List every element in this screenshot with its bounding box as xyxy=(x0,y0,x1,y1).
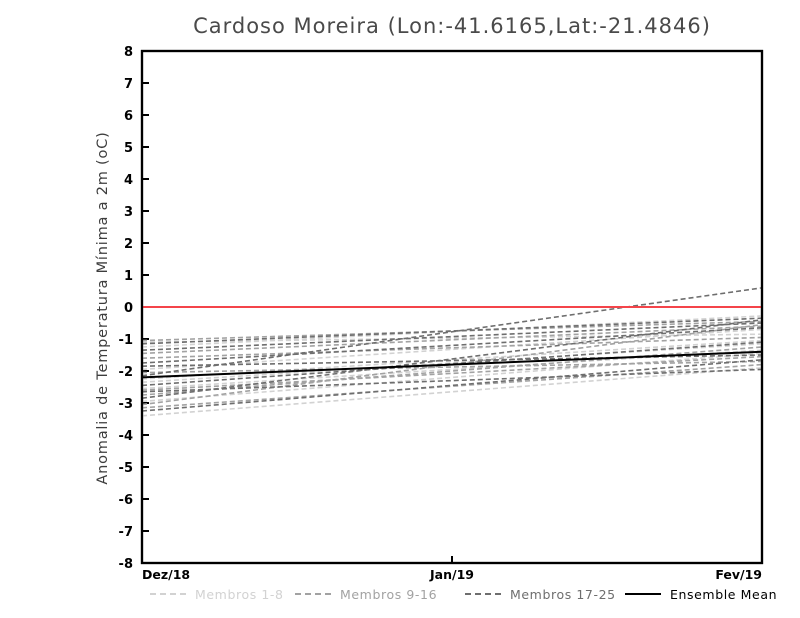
ensemble-member-line xyxy=(142,320,762,342)
y-tick-label: -1 xyxy=(119,333,133,348)
legend-item: Membros 17-25 xyxy=(465,585,616,603)
y-tick-label: -7 xyxy=(119,525,133,540)
legend-label: Ensemble Mean xyxy=(670,586,778,602)
legend-label: Membros 9-16 xyxy=(340,586,438,602)
chart-title: Cardoso Moreira (Lon:-41.6165,Lat:-21.48… xyxy=(193,14,711,38)
x-tick-label: Jan/19 xyxy=(429,567,474,582)
y-tick-label: -2 xyxy=(119,365,133,380)
ensemble-member-line xyxy=(142,336,762,359)
ensemble-member-line xyxy=(142,360,762,374)
legend-swatch-dashed-icon xyxy=(150,593,186,595)
y-tick-label: -3 xyxy=(119,397,133,412)
legend-item: Ensemble Mean xyxy=(625,585,777,603)
y-tick-label: -4 xyxy=(119,429,133,444)
y-tick-label: 0 xyxy=(124,301,133,316)
plot-frame-overlay xyxy=(140,49,764,565)
legend-label: Membros 1-8 xyxy=(195,586,284,602)
ensemble-member-line xyxy=(142,350,762,379)
y-tick-label: 4 xyxy=(124,173,133,188)
y-tick-label: 8 xyxy=(124,45,133,60)
y-tick-label: -8 xyxy=(119,557,133,572)
x-tick-label: Dez/18 xyxy=(142,567,190,582)
legend-swatch-dashed-icon xyxy=(295,593,331,595)
y-tick-label: -6 xyxy=(119,493,133,508)
legend-item: Membros 9-16 xyxy=(295,585,437,603)
data-lines-group xyxy=(142,287,762,417)
ensemble-member-line xyxy=(142,333,762,343)
y-tick-label: 5 xyxy=(124,141,133,156)
x-tick-label: Fev/19 xyxy=(715,567,762,582)
y-tick-label: 6 xyxy=(124,109,133,124)
y-tick-label: 2 xyxy=(124,237,133,252)
legend-label: Membros 17-25 xyxy=(510,586,616,602)
y-tick-label: 1 xyxy=(124,269,133,284)
chart-legend: Membros 1-8 Membros 9-16 Membros 17-25 Ense… xyxy=(140,585,790,605)
legend-item: Membros 1-8 xyxy=(150,585,284,603)
ensemble-member-line xyxy=(142,319,762,399)
y-tick-label: 3 xyxy=(124,205,133,220)
legend-swatch-solid-icon xyxy=(625,593,661,595)
legend-swatch-dashed-icon xyxy=(465,593,501,595)
y-tick-label: -5 xyxy=(119,461,133,476)
ensemble-member-line xyxy=(142,287,762,377)
y-tick-label: 7 xyxy=(124,77,133,92)
